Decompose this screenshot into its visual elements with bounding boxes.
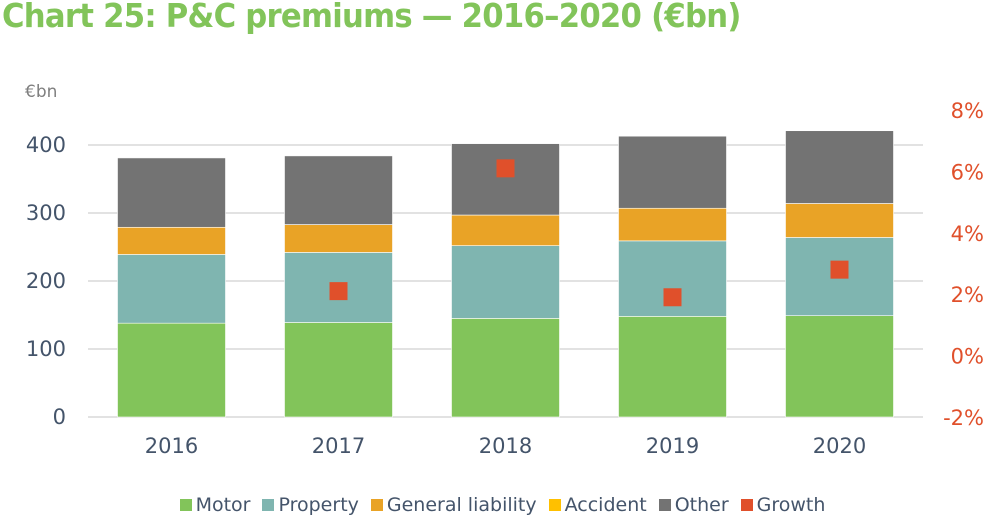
bar-property (451, 245, 560, 319)
growth-markers (329, 159, 849, 307)
y2-tick-label: 0% (951, 345, 984, 369)
bar-general-liability (117, 226, 226, 255)
legend-label: Property (278, 494, 359, 516)
legend-label: Growth (756, 494, 826, 516)
bar-general-liability (618, 207, 727, 242)
bar-general-liability (785, 203, 894, 238)
legend-item: Property (262, 494, 359, 516)
y2-tick-label: -2% (943, 406, 984, 430)
y-tick-label: 100 (26, 337, 66, 361)
legend-item: Motor (179, 494, 251, 516)
growth-marker (496, 159, 515, 178)
legend-swatch (262, 499, 275, 511)
x-tick-label: 2016 (145, 434, 198, 458)
bar-other (117, 157, 226, 228)
bar-motor (451, 318, 560, 418)
x-tick-label: 2017 (312, 434, 365, 458)
y2-tick-label: 6% (951, 160, 984, 184)
y-axis-unit-label: €bn (25, 82, 57, 102)
legend-item: Other (658, 494, 729, 516)
bar-general-liability (451, 214, 560, 246)
y2-tick-label: 2% (951, 283, 984, 307)
legend-swatch (740, 499, 753, 511)
legend-label: Other (674, 494, 729, 516)
y2-tick-label: 8% (951, 99, 984, 123)
legend-label: General liability (386, 494, 537, 516)
chart-title: Chart 25: P&C premiums — 2016–2020 (€bn) (2, 0, 741, 35)
legend-label: Motor (195, 494, 251, 516)
x-tick-label: 2018 (479, 434, 532, 458)
legend-item: Growth (740, 494, 826, 516)
axes: 0 100 200 300 400 €bn -2% 0% 2% 4% 6% 8% 2016 2017 201… (25, 82, 984, 458)
y-tick-label: 300 (26, 201, 66, 225)
growth-marker (663, 288, 682, 307)
bar-property (117, 254, 226, 324)
bar-motor (284, 322, 393, 418)
y-tick-label: 400 (26, 133, 66, 157)
bar-motor (785, 315, 894, 418)
legend-swatch (548, 499, 561, 511)
legend: Motor Property General liability Accident Ot… (0, 494, 1005, 516)
legend-label: Accident (564, 494, 647, 516)
bar-general-liability (284, 224, 393, 253)
bar-other (785, 130, 894, 204)
growth-marker (329, 282, 348, 301)
growth-marker (830, 260, 849, 279)
bar-motor (117, 322, 226, 418)
legend-item: Accident (548, 494, 647, 516)
y-tick-label: 200 (26, 269, 66, 293)
legend-swatch (370, 499, 383, 511)
bar-other (284, 155, 393, 225)
chart-svg: 0 100 200 300 400 €bn -2% 0% 2% 4% 6% 8% 2016 2017 201… (25, 82, 984, 458)
bar-motor (618, 316, 727, 418)
bar-other (618, 135, 727, 209)
y2-tick-label: 4% (951, 222, 984, 246)
legend-swatch (658, 499, 671, 511)
legend-swatch (179, 499, 192, 511)
legend-item: General liability (370, 494, 537, 516)
bars (117, 130, 894, 418)
bar-other (451, 143, 560, 216)
x-tick-label: 2020 (813, 434, 866, 458)
x-tick-label: 2019 (646, 434, 699, 458)
y-tick-label: 0 (53, 405, 66, 429)
